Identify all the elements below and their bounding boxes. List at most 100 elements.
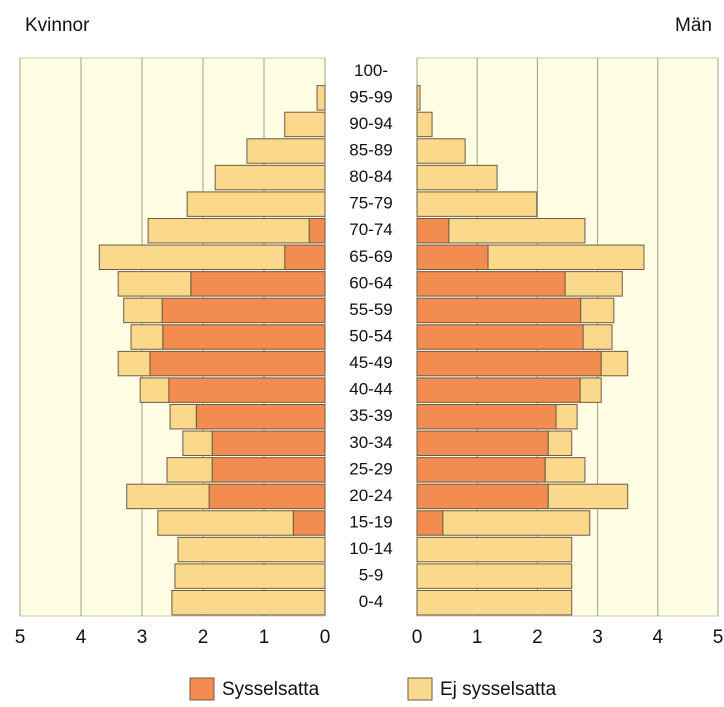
bar bbox=[162, 324, 326, 350]
x-tick-label: 4 bbox=[653, 627, 664, 648]
bar bbox=[308, 217, 326, 244]
category-label: 70-74 bbox=[349, 220, 392, 239]
bar bbox=[416, 297, 582, 324]
bar bbox=[186, 191, 326, 217]
category-label: 30-34 bbox=[349, 433, 392, 452]
bar bbox=[117, 271, 192, 297]
bar bbox=[147, 217, 310, 244]
bar bbox=[157, 510, 294, 536]
right-panel-title: Män bbox=[675, 15, 712, 36]
category-label: 0-4 bbox=[359, 592, 384, 611]
category-label: 55-59 bbox=[349, 300, 392, 319]
legend-swatch bbox=[189, 677, 215, 701]
category-label: 15-19 bbox=[349, 512, 392, 531]
bar bbox=[416, 457, 546, 483]
bar bbox=[169, 403, 197, 430]
bar bbox=[448, 217, 586, 244]
category-label: 75-79 bbox=[349, 194, 392, 213]
bar bbox=[416, 111, 433, 138]
bar bbox=[416, 536, 573, 563]
legend-swatch bbox=[407, 677, 433, 701]
category-label: 25-29 bbox=[349, 459, 392, 478]
bar bbox=[416, 403, 557, 430]
bar bbox=[126, 483, 210, 510]
bar bbox=[442, 510, 591, 536]
bar bbox=[582, 324, 613, 350]
category-label: 10-14 bbox=[349, 539, 392, 558]
x-tick-label: 3 bbox=[137, 627, 148, 648]
bar bbox=[98, 244, 286, 271]
category-label: 100- bbox=[354, 61, 388, 80]
bar bbox=[177, 536, 326, 563]
x-tick-label: 1 bbox=[259, 627, 270, 648]
bar bbox=[284, 244, 326, 271]
bar bbox=[580, 297, 615, 324]
bar bbox=[416, 483, 549, 510]
bar bbox=[416, 589, 573, 616]
bar bbox=[190, 271, 326, 297]
bar bbox=[416, 271, 566, 297]
category-label: 40-44 bbox=[349, 380, 392, 399]
bar bbox=[416, 324, 584, 350]
x-tick-label: 0 bbox=[412, 627, 423, 648]
category-label: 95-99 bbox=[349, 87, 392, 106]
bar bbox=[544, 457, 586, 483]
bar bbox=[292, 510, 326, 536]
bar bbox=[564, 271, 623, 297]
bar bbox=[416, 138, 466, 164]
x-tick-label: 0 bbox=[320, 627, 331, 648]
category-label: 35-39 bbox=[349, 406, 392, 425]
category-label: 80-84 bbox=[349, 167, 392, 186]
bar bbox=[117, 350, 151, 377]
bar bbox=[416, 244, 489, 271]
bar bbox=[168, 377, 326, 403]
bar bbox=[182, 430, 213, 457]
bar bbox=[139, 377, 170, 403]
bar bbox=[130, 324, 164, 350]
bar bbox=[600, 350, 629, 377]
bar bbox=[171, 589, 326, 616]
bar bbox=[416, 217, 450, 244]
category-label: 20-24 bbox=[349, 486, 392, 505]
bar bbox=[284, 111, 326, 138]
bar bbox=[555, 403, 578, 430]
bar bbox=[416, 377, 581, 403]
bar bbox=[416, 563, 573, 589]
legend-label: Ej sysselsatta bbox=[440, 679, 557, 700]
left-panel-title: Kvinnor bbox=[25, 15, 90, 36]
bar bbox=[123, 297, 163, 324]
category-label: 90-94 bbox=[349, 114, 392, 133]
bar bbox=[416, 510, 444, 536]
x-tick-label: 5 bbox=[713, 627, 724, 648]
x-tick-label: 2 bbox=[198, 627, 209, 648]
category-label: 60-64 bbox=[349, 273, 392, 292]
category-label: 85-89 bbox=[349, 140, 392, 159]
bar bbox=[579, 377, 602, 403]
legend-label: Sysselsatta bbox=[222, 679, 320, 700]
x-tick-label: 3 bbox=[592, 627, 603, 648]
bar bbox=[416, 85, 421, 111]
bar bbox=[149, 350, 326, 377]
category-label: 50-54 bbox=[349, 326, 392, 345]
x-tick-label: 4 bbox=[76, 627, 87, 648]
bar bbox=[208, 483, 326, 510]
bar bbox=[166, 457, 213, 483]
category-label: 5-9 bbox=[359, 566, 384, 585]
bar bbox=[195, 403, 326, 430]
bar bbox=[214, 164, 326, 191]
category-label: 45-49 bbox=[349, 353, 392, 372]
bar bbox=[416, 164, 498, 191]
bar bbox=[416, 191, 538, 217]
category-label: 65-69 bbox=[349, 247, 392, 266]
bar bbox=[246, 138, 326, 164]
bar bbox=[487, 244, 645, 271]
x-tick-label: 2 bbox=[532, 627, 543, 648]
bar bbox=[211, 430, 326, 457]
bar bbox=[211, 457, 326, 483]
x-tick-label: 5 bbox=[15, 627, 26, 648]
bar bbox=[174, 563, 326, 589]
bar bbox=[416, 430, 549, 457]
x-tick-label: 1 bbox=[472, 627, 483, 648]
bar bbox=[316, 85, 326, 111]
